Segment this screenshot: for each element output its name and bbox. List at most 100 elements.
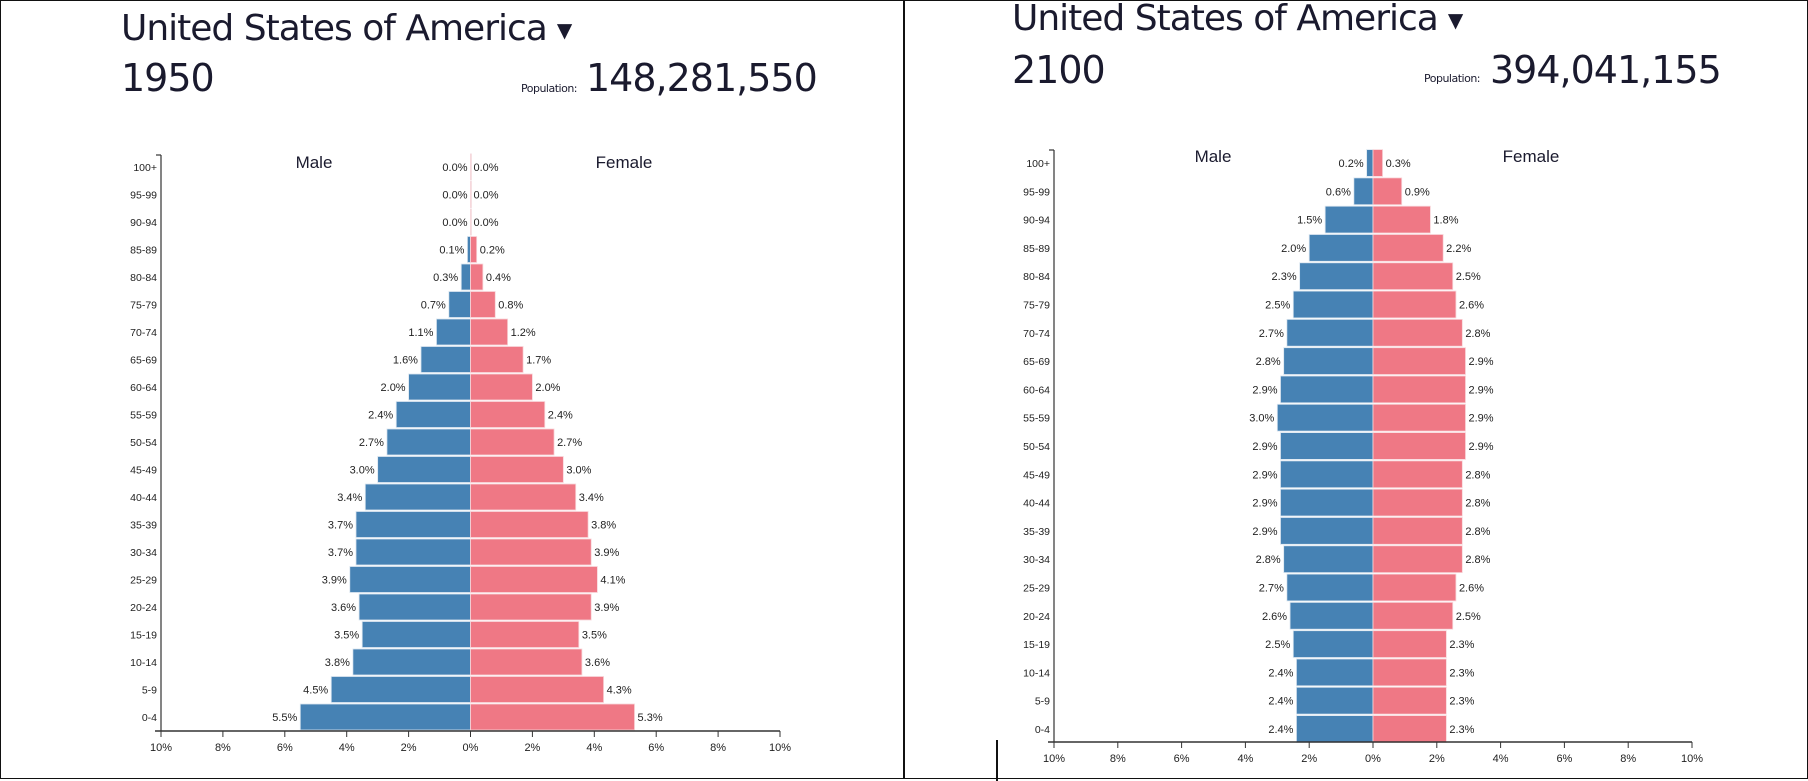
y-tick-label: 75-79 [1023, 300, 1050, 312]
x-tick-label: 4% [1237, 753, 1253, 765]
bar-female [1372, 262, 1454, 290]
data-label-female: 2.9% [1469, 441, 1494, 453]
bar-female [470, 291, 496, 318]
pyramid-panel-left [0, 0, 905, 779]
data-label-male: 3.0% [1249, 413, 1274, 425]
x-tick-label: 6% [1174, 753, 1190, 765]
bar-female [1372, 715, 1447, 743]
bar-male [1296, 658, 1374, 687]
y-tick-label: 20-24 [1023, 611, 1050, 623]
data-label-female: 3.8% [591, 520, 616, 532]
data-label-male: 2.9% [1252, 441, 1277, 453]
data-label-male: 2.7% [1259, 328, 1284, 340]
bar-male [361, 621, 471, 648]
country-name: United States of America [121, 8, 548, 49]
data-label-male: 3.0% [350, 465, 375, 477]
x-tick-label: 10% [1043, 753, 1065, 765]
y-tick-label: 5-9 [142, 685, 157, 697]
bar-female [470, 593, 592, 621]
bar-female [1372, 658, 1447, 687]
data-label-female: 0.9% [1405, 186, 1430, 198]
x-tick-label: 0% [1365, 753, 1381, 765]
bar-female [1372, 375, 1466, 404]
bar-male [1292, 290, 1374, 319]
bar-female [470, 263, 484, 291]
data-label-male: 0.2% [1339, 158, 1364, 170]
year-label: 1950 [121, 56, 215, 100]
x-tick-label: 2% [524, 742, 540, 754]
x-tick-label: 6% [648, 742, 664, 754]
data-label-male: 1.5% [1297, 215, 1322, 227]
data-label-female: 2.8% [1465, 498, 1490, 510]
data-label-female: 2.9% [1469, 356, 1494, 368]
bar-male [364, 483, 471, 511]
data-label-female: 0.2% [480, 245, 505, 257]
bar-female [1372, 602, 1454, 630]
data-label-male: 2.8% [1256, 554, 1281, 566]
y-tick-label: 35-39 [1023, 526, 1050, 538]
bar-male [1292, 630, 1374, 658]
bar-female [1372, 177, 1403, 206]
y-tick-label: 60-64 [1023, 384, 1050, 396]
data-label-female: 2.3% [1449, 667, 1474, 679]
bar-male [1280, 460, 1374, 489]
data-label-male: 2.9% [1252, 469, 1277, 481]
bar-female [1372, 318, 1463, 347]
country-name: United States of America [1012, 0, 1439, 39]
data-label-female: 2.5% [1456, 271, 1481, 283]
data-label-female: 0.8% [498, 300, 523, 312]
bar-male [420, 346, 471, 373]
data-label-female: 3.5% [582, 630, 607, 642]
data-label-male: 2.7% [1259, 583, 1284, 595]
y-tick-label: 85-89 [1023, 243, 1050, 255]
y-tick-label: 80-84 [130, 272, 157, 284]
data-label-female: 2.0% [535, 382, 560, 394]
y-tick-label: 35-39 [130, 520, 157, 532]
y-tick-label: 45-49 [1023, 469, 1050, 481]
bar-female [1372, 460, 1463, 489]
country-selector[interactable]: United States of America ▼ [121, 8, 572, 49]
y-tick-label: 70-74 [1023, 328, 1050, 340]
y-tick-label: 55-59 [1023, 413, 1050, 425]
data-label-female: 2.6% [1459, 300, 1484, 312]
country-selector[interactable]: United States of America ▼ [1012, 0, 1463, 39]
x-tick-label: 4% [586, 742, 602, 754]
data-label-female: 2.8% [1465, 328, 1490, 340]
bar-female [1372, 149, 1383, 177]
data-label-male: 2.0% [381, 382, 406, 394]
data-label-male: 3.7% [328, 547, 353, 559]
bar-male [460, 263, 471, 291]
data-label-male: 2.9% [1252, 526, 1277, 538]
data-label-female: 2.5% [1456, 611, 1481, 623]
data-label-female: 3.4% [579, 492, 604, 504]
y-tick-label: 50-54 [1023, 441, 1050, 453]
data-label-male: 2.0% [1281, 243, 1306, 255]
data-label-male: 0.0% [442, 190, 467, 202]
bar-male [1296, 715, 1374, 743]
bar-female [470, 456, 564, 483]
bar-female [1372, 686, 1447, 715]
data-label-male: 0.1% [439, 245, 464, 257]
bar-male [358, 593, 471, 621]
bar-male [448, 291, 471, 318]
x-tick-label: 6% [277, 742, 293, 754]
data-label-male: 1.1% [408, 327, 433, 339]
bar-male [377, 456, 471, 483]
y-tick-label: 10-14 [130, 657, 157, 669]
data-label-male: 2.3% [1272, 271, 1297, 283]
data-label-female: 2.3% [1449, 639, 1474, 651]
bar-male [1296, 686, 1374, 715]
population-label: Population: [521, 82, 578, 95]
data-label-female: 2.3% [1449, 696, 1474, 708]
bar-male [330, 676, 471, 703]
y-tick-label: 40-44 [130, 492, 157, 504]
bar-female [1372, 517, 1463, 545]
data-label-male: 3.9% [322, 575, 347, 587]
series-label-female: Female [1503, 147, 1560, 166]
data-label-female: 2.7% [557, 437, 582, 449]
triangle-down-icon: ▼ [556, 18, 572, 42]
data-label-female: 0.0% [474, 190, 499, 202]
data-label-female: 2.2% [1446, 243, 1471, 255]
data-label-female: 3.9% [594, 547, 619, 559]
data-label-male: 1.6% [393, 355, 418, 367]
